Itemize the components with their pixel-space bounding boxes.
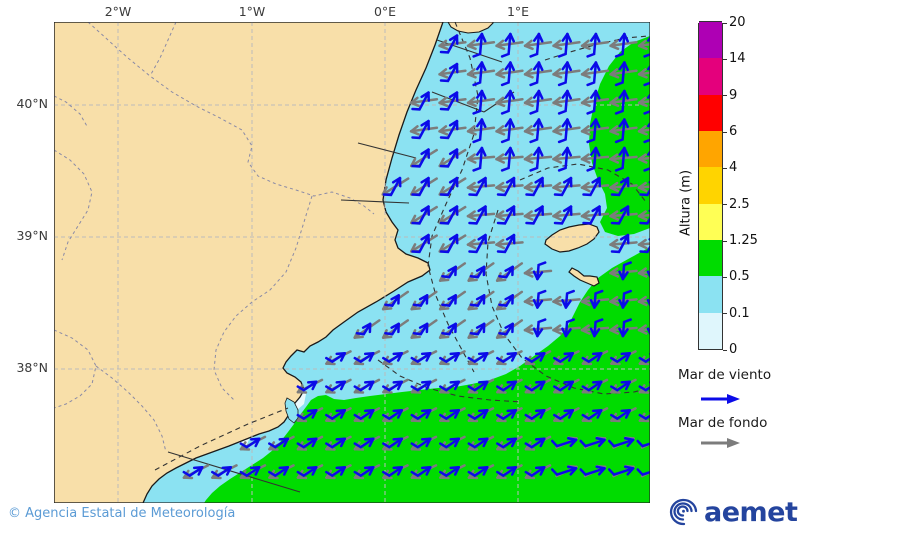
- colorbar-level-label: 14: [729, 51, 746, 67]
- legend-wind-sea-label: Mar de viento: [678, 367, 772, 383]
- colorbar-segment: [699, 93, 722, 131]
- colorbar-tick: [723, 58, 727, 60]
- colorbar-segment: [699, 130, 722, 168]
- colorbar-level-label: 0: [729, 342, 738, 357]
- axis-label-latitude: 40°N: [16, 96, 48, 111]
- colorbar-tick: [723, 204, 727, 206]
- colorbar-segment: [699, 275, 722, 313]
- colorbar-tick: [723, 240, 727, 242]
- colorbar-tick: [723, 167, 727, 169]
- colorbar-level-label: 0.1: [729, 305, 750, 321]
- colorbar-level-label: 1.25: [729, 233, 758, 248]
- axis-label-longitude: 2°W: [104, 4, 132, 19]
- axis-label-longitude: 1°W: [238, 4, 266, 19]
- colorbar-level-label: 9: [729, 87, 738, 103]
- colorbar-level-label: 0.5: [729, 269, 750, 285]
- colorbar-tick: [723, 349, 727, 351]
- swell-arrow-icon: [701, 438, 740, 448]
- colorbar-level-label: 2.5: [729, 196, 750, 212]
- aemet-logo: aemet: [668, 496, 798, 528]
- copyright-text: © Agencia Estatal de Meteorología: [8, 506, 236, 521]
- colorbar-title: Altura (m): [678, 169, 694, 236]
- axis-label-latitude: 38°N: [16, 360, 48, 375]
- colorbar-level-label: 20: [729, 15, 746, 30]
- colorbar-segment: [699, 57, 722, 95]
- wind-sea-arrow-icon: [701, 394, 740, 404]
- colorbar-segment: [699, 21, 722, 59]
- colorbar-tick: [723, 22, 727, 24]
- colorbar-tick: [723, 276, 727, 278]
- colorbar-tick: [723, 95, 727, 97]
- colorbar-level-label: 6: [729, 124, 738, 139]
- axis-label-longitude: 1°E: [506, 4, 530, 19]
- colorbar-segment: [699, 166, 722, 204]
- axis-label-longitude: 0°E: [373, 4, 397, 19]
- colorbar-segment: [699, 311, 722, 349]
- aemet-logo-text: aemet: [704, 496, 798, 528]
- colorbar-tick: [723, 131, 727, 133]
- colorbar-segment: [699, 239, 722, 277]
- aemet-swirl-icon: [669, 498, 698, 526]
- legend-swell-label: Mar de fondo: [678, 415, 768, 431]
- colorbar: [698, 21, 723, 350]
- colorbar-segment: [699, 202, 722, 240]
- colorbar-level-label: 4: [729, 160, 738, 176]
- colorbar-tick: [723, 313, 727, 315]
- axis-label-latitude: 39°N: [16, 228, 48, 243]
